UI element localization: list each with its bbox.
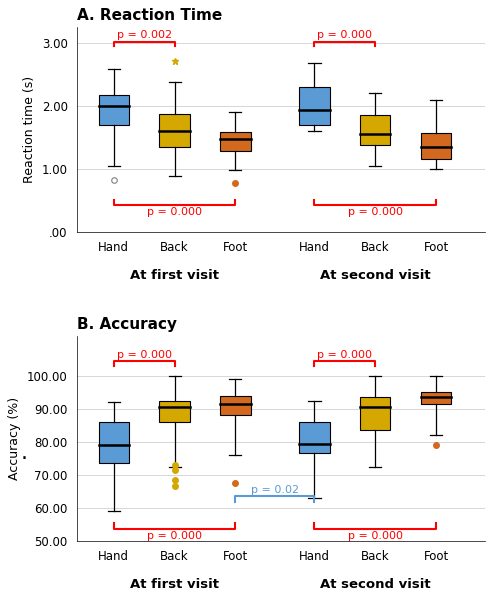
FancyBboxPatch shape xyxy=(220,133,250,151)
FancyBboxPatch shape xyxy=(421,133,451,160)
FancyBboxPatch shape xyxy=(159,401,190,422)
FancyBboxPatch shape xyxy=(220,395,250,415)
Text: p = 0.000: p = 0.000 xyxy=(147,207,202,217)
Text: At second visit: At second visit xyxy=(320,578,430,590)
Text: ·: · xyxy=(21,449,28,469)
Y-axis label: Reaction time (s): Reaction time (s) xyxy=(23,76,36,183)
Text: A. Reaction Time: A. Reaction Time xyxy=(77,8,223,23)
Text: B. Accuracy: B. Accuracy xyxy=(77,317,177,332)
Text: p = 0.000: p = 0.000 xyxy=(317,31,372,40)
Text: At first visit: At first visit xyxy=(130,578,219,590)
Text: p = 0.000: p = 0.000 xyxy=(348,531,403,541)
Text: p = 0.02: p = 0.02 xyxy=(251,485,299,494)
Text: p = 0.000: p = 0.000 xyxy=(348,207,403,217)
Text: p = 0.000: p = 0.000 xyxy=(117,350,172,359)
Text: p = 0.002: p = 0.002 xyxy=(117,31,172,40)
FancyBboxPatch shape xyxy=(99,95,129,125)
FancyBboxPatch shape xyxy=(421,392,451,404)
Text: p = 0.000: p = 0.000 xyxy=(147,531,202,541)
Text: At first visit: At first visit xyxy=(130,269,219,281)
FancyBboxPatch shape xyxy=(299,87,330,125)
FancyBboxPatch shape xyxy=(360,115,390,145)
FancyBboxPatch shape xyxy=(299,422,330,454)
FancyBboxPatch shape xyxy=(159,113,190,147)
Y-axis label: Accuracy (%): Accuracy (%) xyxy=(8,397,21,480)
Text: At second visit: At second visit xyxy=(320,269,430,281)
FancyBboxPatch shape xyxy=(360,397,390,430)
Text: p = 0.000: p = 0.000 xyxy=(317,350,372,359)
FancyBboxPatch shape xyxy=(99,422,129,463)
